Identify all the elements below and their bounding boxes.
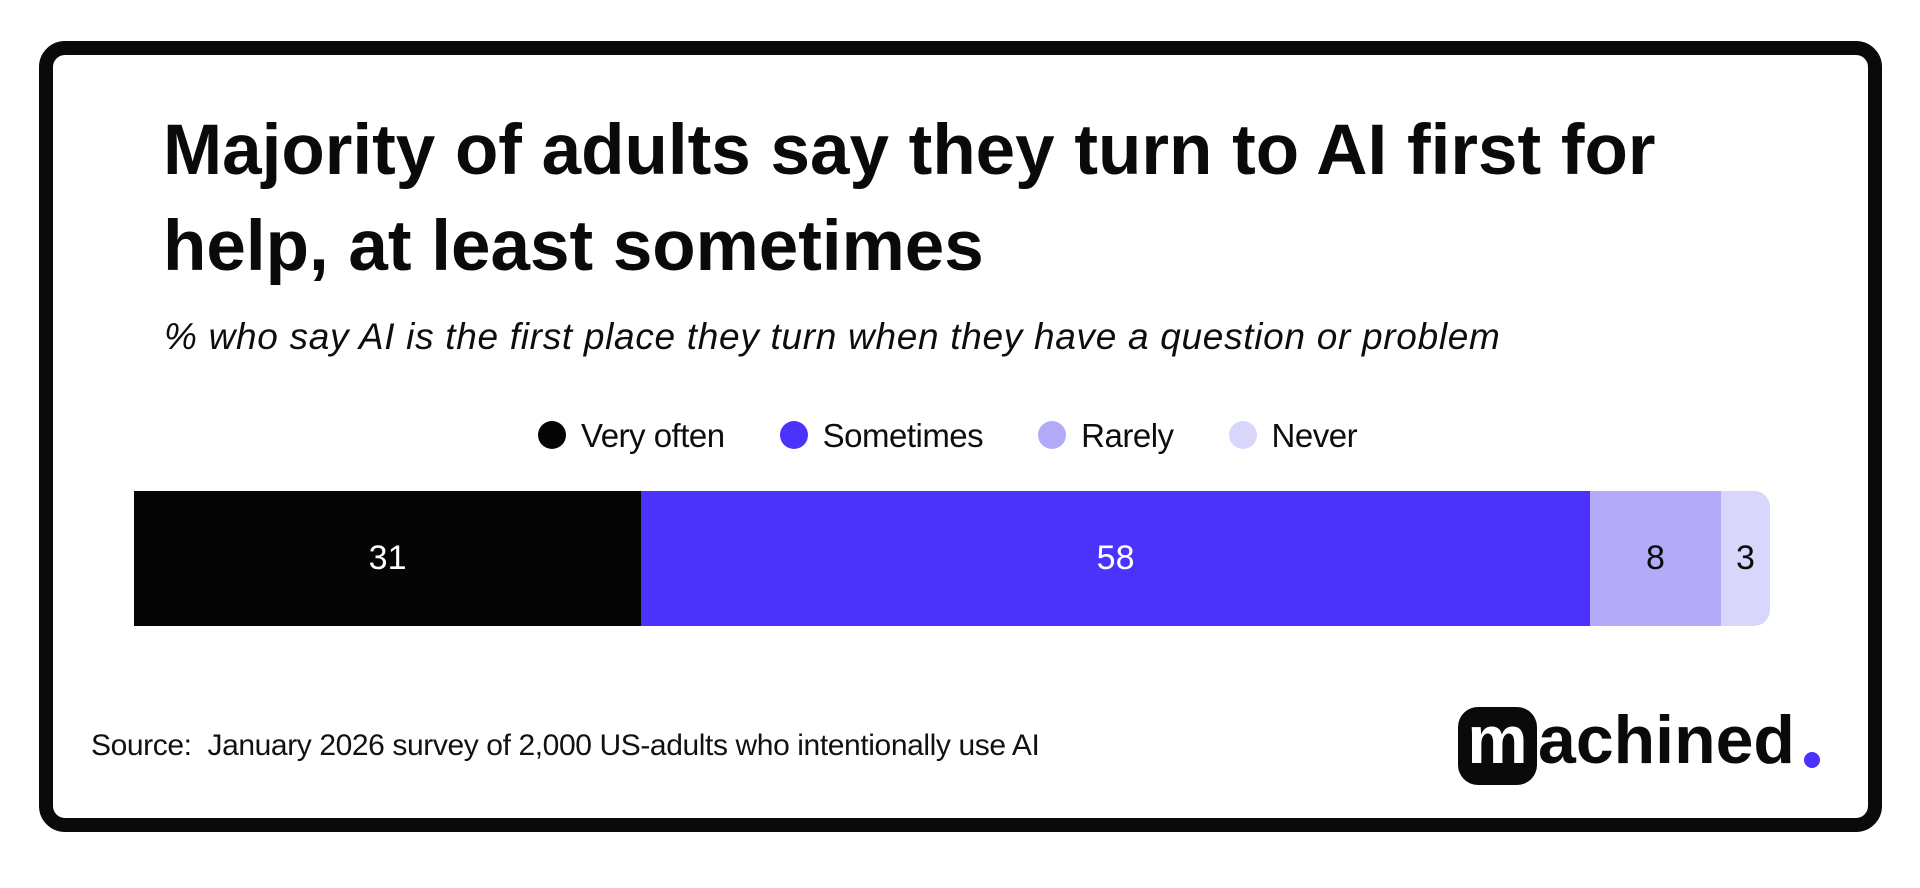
logo-period-dot — [1803, 751, 1820, 768]
legend-item-sometimes: Sometimes — [779, 417, 984, 454]
legend-dot-icon — [1228, 420, 1257, 449]
bar-segment-never: 3 — [1720, 491, 1770, 626]
bar-value-label: 58 — [1096, 539, 1135, 577]
chart-title: Majority of adults say they turn to AI f… — [163, 110, 1656, 287]
source-label: Source: — [91, 728, 192, 762]
legend-label: Rarely — [1081, 417, 1174, 454]
stacked-bar: 31 58 8 3 — [134, 491, 1770, 626]
logo-wordmark: achined — [1538, 702, 1795, 778]
source-text: January 2026 survey of 2,000 US-adults w… — [207, 728, 1040, 762]
legend-dot-icon — [538, 420, 566, 449]
bar-segment-rarely: 8 — [1590, 491, 1721, 626]
legend-item-very-often: Very often — [538, 417, 725, 454]
bar-segment-sometimes: 58 — [641, 491, 1591, 626]
bar-value-label: 8 — [1646, 539, 1665, 577]
machined-logo: m achined — [1458, 702, 1820, 785]
bar-value-label: 31 — [368, 539, 407, 577]
bar-segment-very-often: 31 — [134, 491, 642, 626]
legend-dot-icon — [779, 420, 808, 449]
legend-label: Sometimes — [822, 417, 984, 454]
legend-item-never: Never — [1228, 417, 1358, 454]
chart-legend: Very often Sometimes Rarely Never — [538, 417, 1358, 454]
frame-border — [39, 41, 1882, 832]
legend-label: Very often — [581, 417, 725, 454]
bar-value-label: 3 — [1735, 539, 1755, 577]
logo-m-mark: m — [1458, 706, 1537, 785]
source-spacer — [192, 729, 208, 762]
legend-dot-icon — [1038, 420, 1067, 449]
legend-item-rarely: Rarely — [1038, 417, 1174, 454]
legend-label: Never — [1271, 417, 1358, 454]
chart-subtitle: % who say AI is the first place they tur… — [164, 315, 1501, 357]
source-note: Source: January 2026 survey of 2,000 US-… — [91, 728, 1040, 763]
